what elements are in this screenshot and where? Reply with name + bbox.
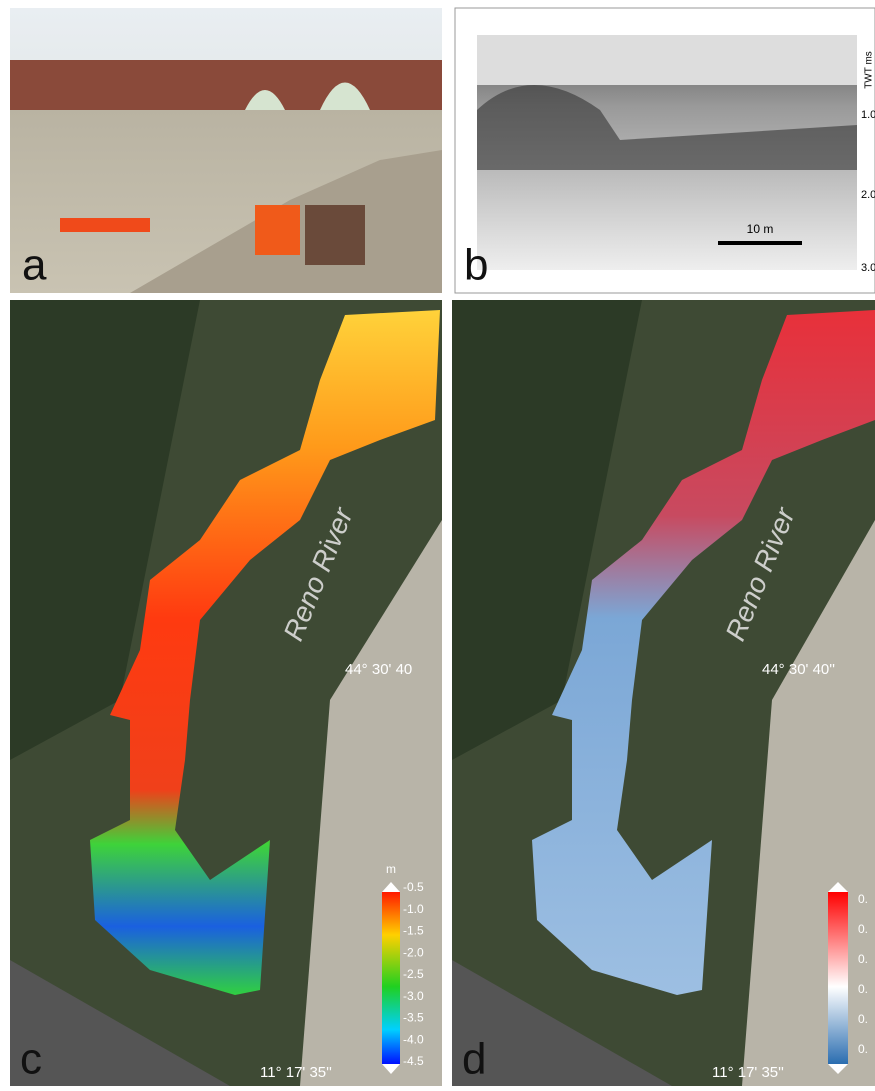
scale-bar-label: 10 m bbox=[747, 222, 774, 236]
panel-a: a bbox=[10, 8, 442, 293]
panel-label: c bbox=[20, 1035, 42, 1084]
water-column bbox=[477, 35, 857, 85]
panel-c: Reno River 44° 30' 40 11° 17' 35'' m -0.… bbox=[10, 300, 442, 1086]
panel-d: Reno River 44° 30' 40'' 11° 17' 35'' 0.0… bbox=[452, 300, 875, 1086]
panel-label: d bbox=[462, 1035, 486, 1084]
colorbar bbox=[828, 892, 848, 1064]
tick-label: 1.0 bbox=[861, 109, 875, 121]
colorbar-label: 0. bbox=[858, 952, 868, 966]
case bbox=[255, 205, 300, 255]
colorbar-label: -4.5 bbox=[403, 1054, 424, 1068]
colorbar-unit: m bbox=[386, 862, 396, 876]
colorbar-label: -2.5 bbox=[403, 967, 424, 981]
colorbar-label: 0. bbox=[858, 1042, 868, 1056]
colorbar bbox=[382, 892, 400, 1064]
person bbox=[305, 205, 365, 265]
colorbar-label: -2.0 bbox=[403, 945, 424, 959]
tick-label: 2.0 bbox=[861, 189, 875, 201]
panel-label: b bbox=[464, 241, 488, 290]
colorbar-label: -0.5 bbox=[403, 880, 424, 894]
colorbar-label: 0. bbox=[858, 922, 868, 936]
axis-label: TWT ms bbox=[864, 51, 875, 89]
bridge bbox=[10, 60, 442, 110]
longitude: 11° 17' 35'' bbox=[712, 1064, 784, 1081]
colorbar-label: 0. bbox=[858, 892, 868, 906]
colorbar-label: -3.0 bbox=[403, 989, 424, 1003]
colorbar-label: 0. bbox=[858, 982, 868, 996]
latitude: 44° 30' 40'' bbox=[762, 661, 835, 678]
tick-label: 3.0 bbox=[861, 262, 875, 274]
colorbar-label: -3.5 bbox=[403, 1011, 424, 1025]
panel-label: a bbox=[22, 241, 47, 290]
page: {"panels": [ {"label": "a"}, {"label": "… bbox=[0, 0, 875, 1086]
longitude: 11° 17' 35'' bbox=[260, 1064, 332, 1081]
colorbar-label: 0. bbox=[858, 1012, 868, 1026]
latitude: 44° 30' 40 bbox=[345, 661, 412, 678]
colorbar-label: -1.5 bbox=[403, 924, 424, 938]
colorbar-labels: -0.5 -1.0 -1.5 -2.0 -2.5 -3.0 -3.5 -4.0 -4.5 bbox=[403, 880, 424, 1068]
panel-b: 10 m TWT ms 1.0 2.0 3.0 b bbox=[455, 8, 875, 293]
colorbar-label: -4.0 bbox=[403, 1032, 424, 1046]
boat bbox=[60, 218, 150, 232]
colorbar-label: -1.0 bbox=[403, 902, 424, 916]
figure: a 10 m TWT ms 1.0 2.0 3.0 b Reno River 4… bbox=[0, 0, 875, 1086]
body: a 10 m TWT ms 1.0 2.0 3.0 b Reno River 4… bbox=[0, 0, 875, 1086]
